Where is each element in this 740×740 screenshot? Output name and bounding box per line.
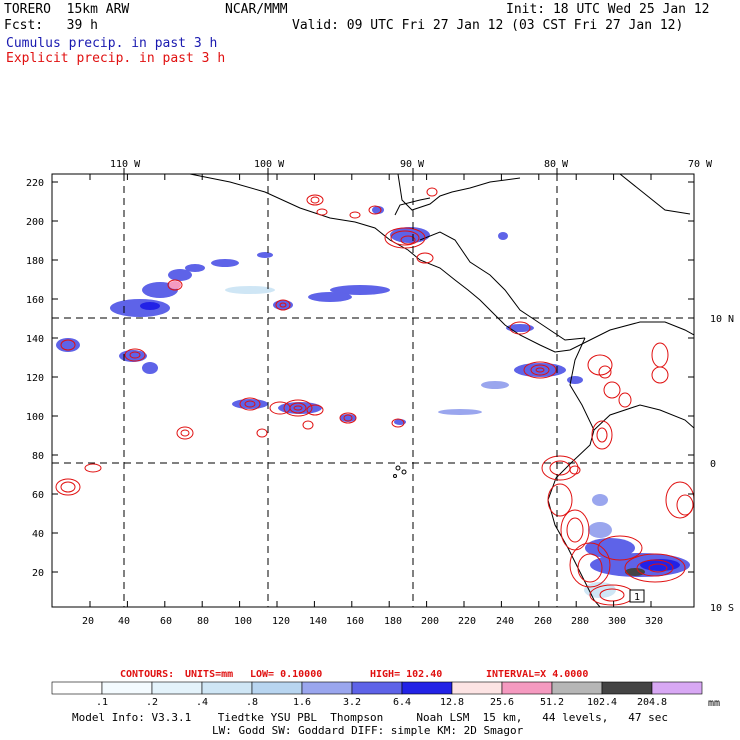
grid-lines xyxy=(52,174,694,607)
model-info-line2: LW: Godd SW: Goddard DIFF: simple KM: 2D… xyxy=(212,724,524,737)
color-legend-bar xyxy=(51,681,703,695)
legend-label: 204.8 xyxy=(637,697,667,708)
axis-ticks xyxy=(52,168,694,607)
x-tick-20: 20 xyxy=(82,616,94,627)
y-tick-220: 220 xyxy=(26,178,44,189)
legend-label: 25.6 xyxy=(490,697,514,708)
legend-label: 12.8 xyxy=(440,697,464,708)
legend-label: .1 xyxy=(96,697,108,708)
x-tick-120: 120 xyxy=(272,616,290,627)
legend-swatch xyxy=(351,681,403,695)
lon-label-90w: 90 W xyxy=(400,159,425,170)
y-tick-20: 20 xyxy=(32,568,44,579)
x-tick-220: 220 xyxy=(458,616,476,627)
legend-swatch xyxy=(651,681,703,695)
lon-label-100w: 100 W xyxy=(254,159,285,170)
legend-swatch xyxy=(201,681,253,695)
legend-swatch xyxy=(601,681,653,695)
x-tick-200: 200 xyxy=(421,616,439,627)
legend-label: 6.4 xyxy=(393,697,411,708)
lat-label-0: 0 xyxy=(710,459,716,470)
contours-low: LOW= 0.10000 xyxy=(250,669,322,680)
legend-label: 51.2 xyxy=(540,697,564,708)
contours-units: UNITS=mm xyxy=(185,669,233,680)
legend-swatch xyxy=(251,681,303,695)
explicit-field-label: Explicit precip. in past 3 h xyxy=(6,51,226,66)
x-tick-40: 40 xyxy=(118,616,130,627)
corner-box-label: 1 xyxy=(634,592,640,603)
legend-label: .2 xyxy=(146,697,158,708)
legend-swatch xyxy=(501,681,553,695)
model-name: TORERO 15km ARW xyxy=(4,2,130,17)
contours-interval: INTERVAL=X 4.0000 xyxy=(486,669,588,680)
y-tick-160: 160 xyxy=(26,295,44,306)
x-tick-320: 320 xyxy=(645,616,663,627)
plot-frame xyxy=(51,173,695,608)
legend-swatch xyxy=(451,681,503,695)
init-time: Init: 18 UTC Wed 25 Jan 12 xyxy=(506,2,710,17)
legend-label: .4 xyxy=(196,697,208,708)
cumulus-field-label: Cumulus precip. in past 3 h xyxy=(6,36,218,51)
y-tick-60: 60 xyxy=(32,490,44,501)
lat-label-10n: 10 N xyxy=(710,314,734,325)
legend-label: 102.4 xyxy=(587,697,617,708)
y-tick-40: 40 xyxy=(32,529,44,540)
x-tick-100: 100 xyxy=(234,616,252,627)
model-info-line1: Model Info: V3.3.1 Tiedtke YSU PBL Thomp… xyxy=(72,711,669,724)
legend-swatch xyxy=(551,681,603,695)
legend-unit: mm xyxy=(708,698,720,709)
lat-label-10s: 10 S xyxy=(710,603,734,614)
y-tick-200: 200 xyxy=(26,217,44,228)
lon-label-110w: 110 W xyxy=(110,159,141,170)
y-tick-180: 180 xyxy=(26,256,44,267)
lon-label-70w: 70 W xyxy=(688,159,713,170)
valid-time: Valid: 09 UTC Fri 27 Jan 12 (03 CST Fri … xyxy=(292,18,684,33)
x-tick-140: 140 xyxy=(309,616,327,627)
y-tick-120: 120 xyxy=(26,373,44,384)
legend-swatch xyxy=(101,681,153,695)
x-tick-80: 80 xyxy=(197,616,209,627)
x-tick-280: 280 xyxy=(571,616,589,627)
x-tick-240: 240 xyxy=(496,616,514,627)
legend-swatch xyxy=(401,681,453,695)
legend-label: .8 xyxy=(246,697,258,708)
coastline xyxy=(189,174,694,607)
x-tick-60: 60 xyxy=(160,616,172,627)
legend-swatch xyxy=(51,681,103,695)
x-tick-160: 160 xyxy=(346,616,364,627)
forecast-hour: Fcst: 39 h xyxy=(4,18,98,33)
legend-label: 1.6 xyxy=(293,697,311,708)
explicit-precip-contours xyxy=(55,187,694,606)
y-tick-80: 80 xyxy=(32,451,44,462)
y-tick-100: 100 xyxy=(26,412,44,423)
contours-title: CONTOURS: xyxy=(120,669,174,680)
org-name: NCAR/MMM xyxy=(225,2,288,17)
legend-label: 3.2 xyxy=(343,697,361,708)
cumulus-precip-shading xyxy=(56,206,690,598)
x-tick-180: 180 xyxy=(384,616,402,627)
legend-swatch xyxy=(151,681,203,695)
x-tick-260: 260 xyxy=(534,616,552,627)
color-legend-labels: .1 .2 .4 .8 1.6 3.2 6.4 12.8 25.6 51.2 102.4 204.8 xyxy=(96,697,667,708)
lon-label-80w: 80 W xyxy=(544,159,569,170)
x-tick-300: 300 xyxy=(608,616,626,627)
y-tick-140: 140 xyxy=(26,334,44,345)
legend-swatch xyxy=(301,681,353,695)
contours-high: HIGH= 102.40 xyxy=(370,669,442,680)
